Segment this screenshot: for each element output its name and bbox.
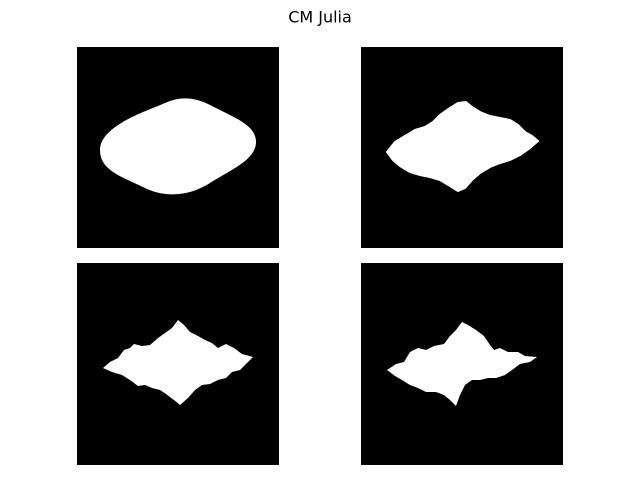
panel xyxy=(361,263,563,465)
figure-title: CM Julia xyxy=(288,8,352,27)
julia-set xyxy=(100,98,256,195)
panel xyxy=(77,263,279,465)
julia-set xyxy=(386,101,539,192)
julia-set xyxy=(103,320,253,405)
julia-set xyxy=(387,322,537,406)
panel xyxy=(361,47,563,248)
panel xyxy=(77,47,279,248)
